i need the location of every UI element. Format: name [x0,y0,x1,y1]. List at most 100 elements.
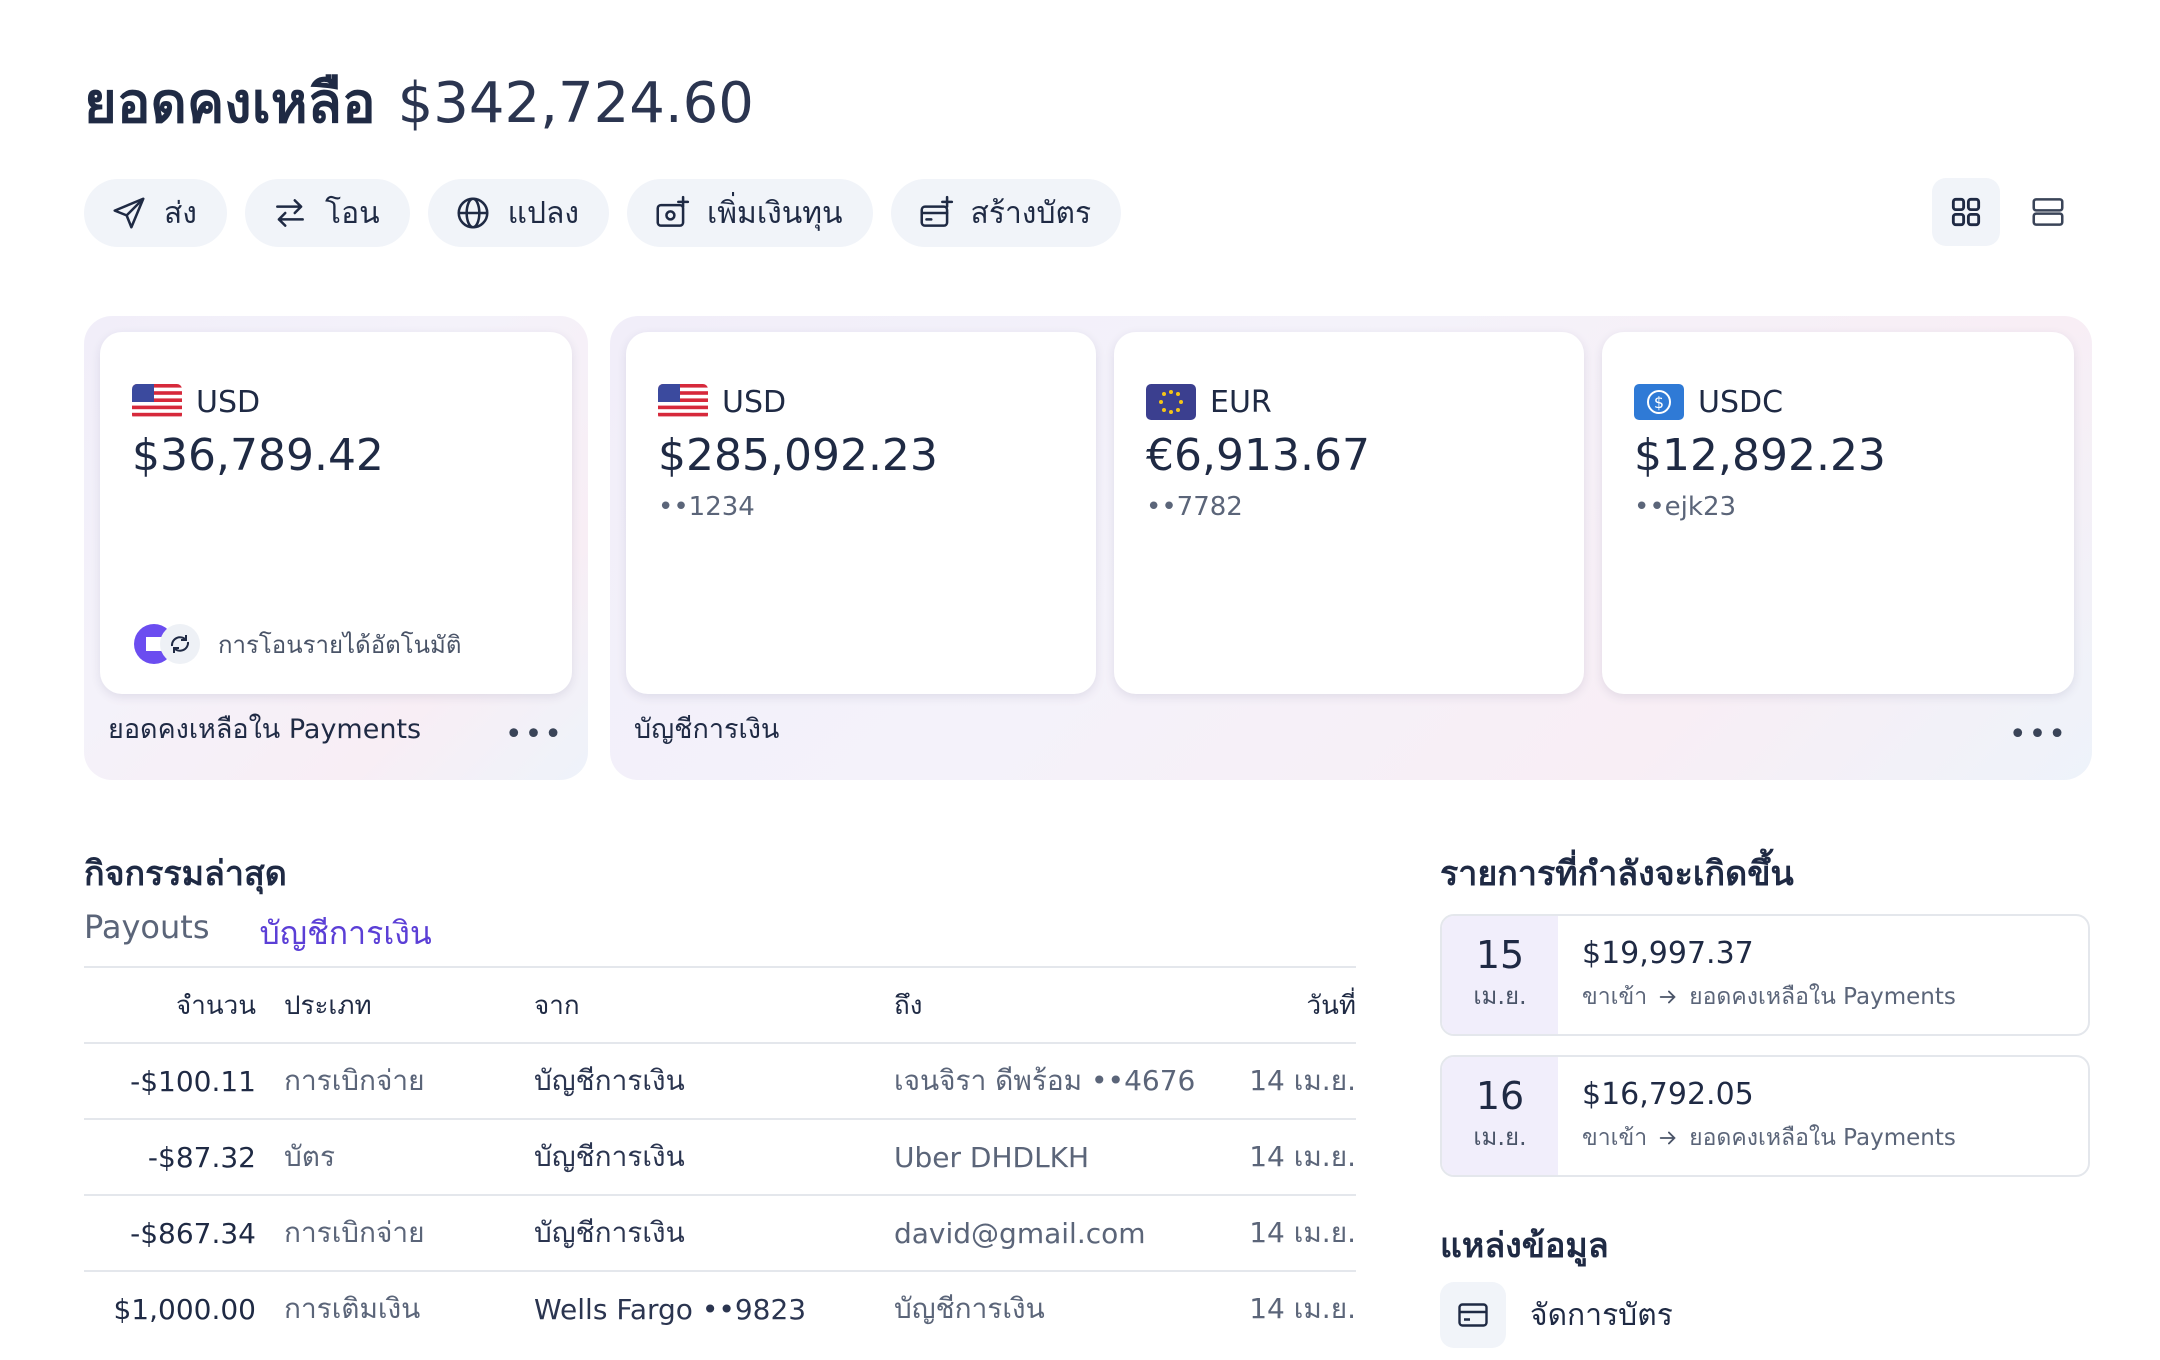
transfer-button[interactable]: โอน [244,179,410,247]
convert-label: แปลง [507,195,580,231]
grid-view-button[interactable] [1932,178,2000,246]
upcoming-title: รายการที่กำลังจะเกิดขึ้น [1440,854,1794,894]
currency-row: USD [132,384,260,420]
rows-icon [2032,198,2064,226]
currency-row: EUR [1146,384,1272,420]
payments-more-button[interactable]: ••• [504,717,564,752]
upcoming-direction: ขาเข้า [1582,1124,1648,1151]
payments-usd-card[interactable]: USD $36,789.42 การโอนรายได้อัตโนมัติ [100,332,572,694]
upcoming-subtitle: ขาเข้า ยอดคงเหลือใน Payments [1582,979,1956,1015]
add-funds-button[interactable]: เพิ่มเงินทุน [627,179,873,247]
col-to[interactable]: ถึง [894,990,923,1021]
convert-button[interactable]: แปลง [427,179,610,247]
activity-table: จำนวน ประเภท จาก ถึง วันที่ -$100.11 การ… [84,966,1356,1346]
create-card-button[interactable]: สร้างบัตร [890,179,1122,247]
activity-tabs: Payouts บัญชีการเงิน [84,908,432,959]
balance-amount: €6,913.67 [1146,430,1370,481]
upcoming-body: $16,792.05 ขาเข้า ยอดคงเหลือใน Payments [1558,1057,1956,1175]
currency-code: USDC [1698,384,1784,420]
row-from: Wells Fargo ••9823 [534,1292,807,1326]
upcoming-day: 15 [1475,932,1525,977]
table-row[interactable]: -$100.11 การเบิกจ่าย บัญชีการเงิน เจนจิร… [84,1044,1356,1120]
currency-row: $ USDC [1634,384,1783,420]
payments-balance-panel: USD $36,789.42 การโอนรายได้อัตโนมัติ ยอด… [84,316,588,780]
row-date: 14 เม.ย. [1249,1216,1356,1249]
us-flag-icon [132,384,182,420]
row-from: บัญชีการเงิน [534,1140,685,1173]
row-type: บัตร [284,1140,335,1173]
row-amount: -$100.11 [130,1064,256,1098]
upcoming-item[interactable]: 16 เม.ย. $16,792.05 ขาเข้า ยอดคงเหลือใน … [1440,1055,2090,1177]
upcoming-month: เม.ย. [1473,982,1527,1011]
table-header: จำนวน ประเภท จาก ถึง วันที่ [84,968,1356,1044]
row-to: david@gmail.com [894,1216,1146,1250]
table-row[interactable]: -$867.34 การเบิกจ่าย บัญชีการเงิน david@… [84,1196,1356,1272]
us-flag-icon [658,384,708,420]
accounts-panel-label: บัญชีการเงิน [634,714,780,745]
row-amount: $1,000.00 [113,1292,256,1326]
create-card-label: สร้างบัตร [970,195,1092,231]
tab-financial-account[interactable]: บัญชีการเงิน [259,914,432,952]
grid-icon [1951,197,1981,227]
account-number: ••1234 [658,492,755,522]
auto-transfer-label: การโอนรายได้อัตโนมัติ [218,630,462,659]
recent-activity-title: กิจกรรมล่าสุด [84,854,287,894]
balance-amount: $12,892.23 [1634,430,1886,481]
auto-transfer-icon [134,624,200,664]
upcoming-direction: ขาเข้า [1582,983,1648,1010]
balance-amount: $36,789.42 [132,430,384,481]
table-row[interactable]: -$87.32 บัตร บัญชีการเงิน Uber DHDLKH 14… [84,1120,1356,1196]
svg-text:$: $ [1654,393,1664,412]
card-icon [1440,1282,1506,1348]
payments-panel-label: ยอดคงเหลือใน Payments [108,714,422,745]
table-row[interactable]: $1,000.00 การเติมเงิน Wells Fargo ••9823… [84,1272,1356,1346]
send-label: ส่ง [164,195,197,231]
total-balance: $342,724.60 [397,71,754,136]
row-date: 14 เม.ย. [1249,1140,1356,1173]
balance-amount: $285,092.23 [658,430,938,481]
row-to: Uber DHDLKH [894,1140,1090,1174]
financial-accounts-panel: USD $285,092.23 ••1234 EUR €6,913.67 ••7… [610,316,2092,780]
accounts-more-button[interactable]: ••• [2008,717,2068,752]
usdc-icon: $ [1634,384,1684,420]
upcoming-amount: $16,792.05 [1582,1076,1754,1112]
send-button[interactable]: ส่ง [84,179,227,247]
view-toggle [1932,178,2082,246]
row-from: บัญชีการเงิน [534,1216,685,1249]
account-card-usd[interactable]: USD $285,092.23 ••1234 [626,332,1096,694]
upcoming-body: $19,997.37 ขาเข้า ยอดคงเหลือใน Payments [1558,916,1956,1034]
account-number: ••7782 [1146,492,1243,522]
col-type[interactable]: ประเภท [284,990,372,1021]
manage-cards-label: จัดการบัตร [1530,1297,1673,1333]
upcoming-month: เม.ย. [1473,1123,1527,1152]
action-bar: ส่ง โอน แปลง เพิ่มเงินทุน สร้างบัตร [84,179,1122,247]
add-funds-label: เพิ่มเงินทุน [707,195,843,231]
col-date[interactable]: วันที่ [1306,990,1356,1021]
upcoming-target: ยอดคงเหลือใน Payments [1689,983,1956,1010]
eu-flag-icon [1146,384,1196,420]
tab-payouts[interactable]: Payouts [84,908,210,946]
row-type: การเติมเงิน [284,1292,421,1325]
upcoming-target: ยอดคงเหลือใน Payments [1689,1124,1956,1151]
col-amount[interactable]: จำนวน [176,990,256,1021]
row-amount: -$867.34 [130,1216,256,1250]
manage-cards-link[interactable]: จัดการบัตร [1440,1282,1673,1348]
globe-icon [457,197,489,229]
account-card-eur[interactable]: EUR €6,913.67 ••7782 [1114,332,1584,694]
list-view-button[interactable] [2014,178,2082,246]
col-from[interactable]: จาก [534,990,580,1021]
upcoming-amount: $19,997.37 [1582,935,1754,971]
auto-transfer-row[interactable]: การโอนรายได้อัตโนมัติ [132,622,461,666]
arrow-right-icon [1659,1131,1676,1144]
upcoming-day: 16 [1475,1073,1525,1118]
row-to: บัญชีการเงิน [894,1292,1045,1325]
row-type: การเบิกจ่าย [284,1216,425,1249]
upcoming-item[interactable]: 15 เม.ย. $19,997.37 ขาเข้า ยอดคงเหลือใน … [1440,914,2090,1036]
resources-title: แหล่งข้อมูล [1440,1226,1609,1266]
row-amount: -$87.32 [147,1140,256,1174]
row-to: เจนจิรา ดีพร้อม ••4676 [894,1064,1196,1097]
arrow-right-icon [1659,990,1676,1003]
page-header: ยอดคงเหลือ $342,724.60 [84,58,754,147]
account-card-usdc[interactable]: $ USDC $12,892.23 ••ejk23 [1602,332,2074,694]
